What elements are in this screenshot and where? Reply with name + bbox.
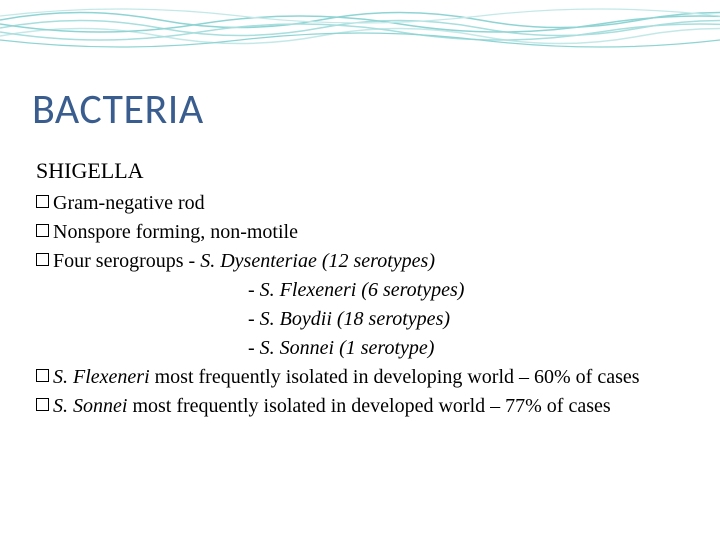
serogroup-subitem: - S. Boydii (18 serotypes) xyxy=(248,306,684,333)
serogroup-subitem: - S. Sonnei (1 serotype) xyxy=(248,335,684,362)
bullet-text: S. Flexeneri most frequently isolated in… xyxy=(53,364,684,391)
text-segment: (1 serotype) xyxy=(334,337,434,359)
text-segment: Four serogroups - xyxy=(53,250,200,272)
text-segment: - xyxy=(248,308,260,330)
bullet-text: Four serogroups - S. Dysenteriae (12 ser… xyxy=(53,248,684,275)
bullet-text: Nonspore forming, non-motile xyxy=(53,219,684,246)
bullet-item: S. Flexeneri most frequently isolated in… xyxy=(36,364,684,391)
square-bullet-icon xyxy=(36,224,49,237)
species-name: S. Flexeneri xyxy=(53,366,150,388)
species-name: S. Dysenteriae xyxy=(200,250,317,272)
text-segment: most frequently isolated in developing w… xyxy=(150,366,640,388)
species-name: S. Boydii xyxy=(260,308,332,330)
slide-title: BACTERIA xyxy=(32,84,204,135)
serogroup-subitem: - S. Flexeneri (6 serotypes) xyxy=(248,277,684,304)
text-segment: - xyxy=(248,337,260,359)
subtitle: SHIGELLA xyxy=(36,156,684,186)
species-name: S. Sonnei xyxy=(53,395,127,417)
species-name: S. Flexeneri xyxy=(260,279,357,301)
text-segment: (18 serotypes) xyxy=(332,308,450,330)
decorative-wave-header xyxy=(0,0,720,70)
text-segment: (6 serotypes) xyxy=(356,279,464,301)
text-segment: - xyxy=(248,279,260,301)
bullet-item: Nonspore forming, non-motile xyxy=(36,219,684,246)
bullet-item: S. Sonnei most frequently isolated in de… xyxy=(36,393,684,420)
square-bullet-icon xyxy=(36,253,49,266)
bullet-item: Four serogroups - S. Dysenteriae (12 ser… xyxy=(36,248,684,275)
text-segment: (12 serotypes) xyxy=(317,250,435,272)
square-bullet-icon xyxy=(36,398,49,411)
text-segment: most frequently isolated in developed wo… xyxy=(127,395,610,417)
bullet-text: Gram-negative rod xyxy=(53,190,684,217)
slide-body: SHIGELLA Gram-negative rod Nonspore form… xyxy=(36,156,684,422)
wave-svg xyxy=(0,0,720,70)
square-bullet-icon xyxy=(36,369,49,382)
bullet-item: Gram-negative rod xyxy=(36,190,684,217)
species-name: S. Sonnei xyxy=(260,337,334,359)
square-bullet-icon xyxy=(36,195,49,208)
bullet-text: S. Sonnei most frequently isolated in de… xyxy=(53,393,684,420)
